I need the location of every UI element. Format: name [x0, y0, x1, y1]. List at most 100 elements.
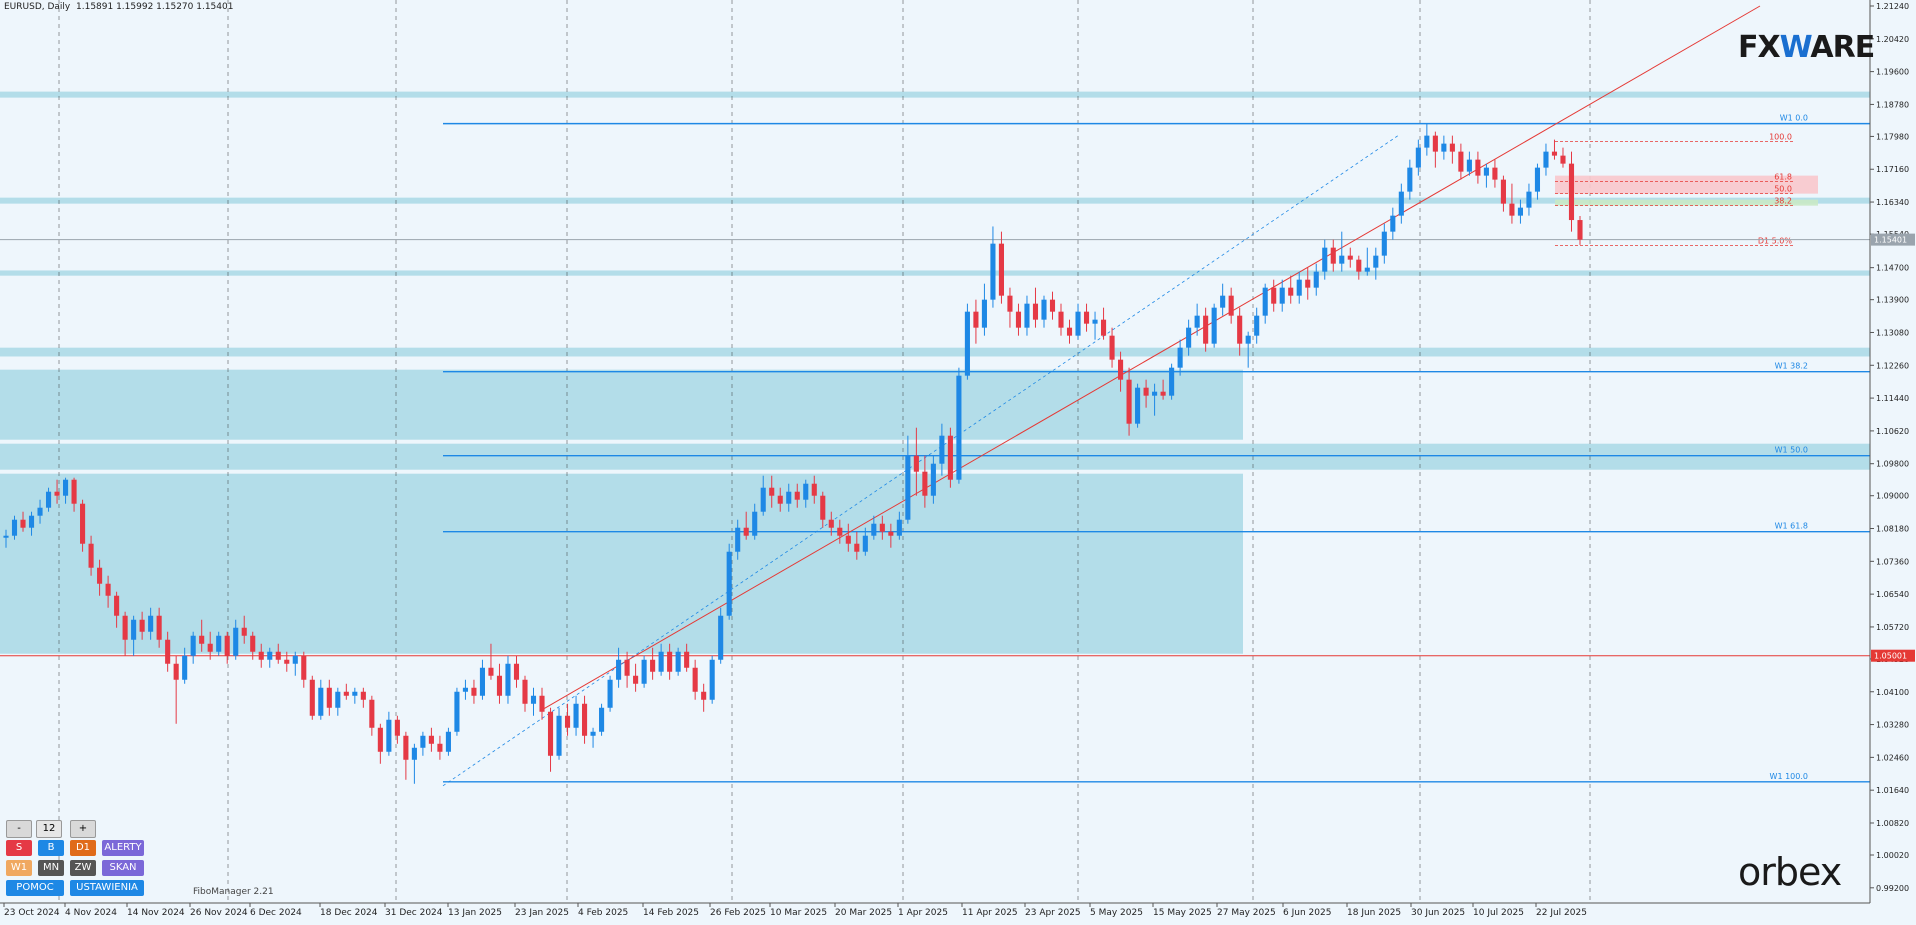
price-tick-label: 1.16340: [1876, 198, 1909, 207]
time-tick-label: 14 Nov 2024: [127, 908, 185, 918]
candle-body: [1279, 287, 1285, 304]
candle-body: [777, 495, 783, 504]
time-tick-label: 27 May 2025: [1217, 908, 1276, 918]
candle-body: [224, 635, 230, 656]
candle-body: [1271, 287, 1277, 304]
candle-body: [20, 519, 26, 528]
candle-body: [369, 699, 375, 728]
time-tick-label: 31 Dec 2024: [385, 908, 443, 918]
candle-body: [1211, 307, 1217, 344]
alerty-button[interactable]: ALERTY: [102, 840, 144, 856]
candle-body: [37, 507, 43, 516]
candle-body: [258, 651, 264, 660]
fibomanager-label: FiboManager 2.21: [193, 887, 274, 897]
candle-body: [1347, 255, 1353, 260]
candle-body: [1364, 267, 1370, 272]
candle-body: [820, 495, 826, 520]
candle-body: [199, 635, 205, 644]
price-tick-label: 1.21240: [1876, 2, 1909, 11]
candle-body: [1092, 319, 1098, 324]
candle-body: [701, 691, 707, 700]
candle-body: [837, 527, 843, 536]
candle-body: [1032, 303, 1039, 320]
candle-body: [990, 243, 996, 300]
time-tick-label: 13 Jan 2025: [448, 908, 502, 918]
candle-body: [981, 299, 987, 328]
candle-body: [207, 643, 213, 652]
candle-body: [71, 479, 77, 504]
fib-w1-label: W1 0.0: [1780, 114, 1808, 123]
price-tick-label: 1.13900: [1876, 296, 1909, 305]
candle-body: [250, 635, 256, 652]
skan-button[interactable]: SKAN: [102, 860, 144, 876]
fib-d1-label: 100.0: [1769, 133, 1792, 142]
candle-body: [684, 651, 690, 668]
candle-body: [1398, 191, 1404, 216]
d1-button[interactable]: D1: [70, 840, 96, 856]
candle-body: [139, 619, 145, 632]
time-tick-label: 6 Jun 2025: [1283, 908, 1331, 918]
price-tick-label: 0.99200: [1876, 884, 1909, 893]
candle-body: [667, 651, 673, 672]
candle-body: [173, 663, 179, 680]
candle-body: [1169, 367, 1175, 396]
candle-body: [1135, 387, 1141, 424]
price-tick-label: 1.00020: [1876, 851, 1909, 860]
pomoc-button[interactable]: POMOC: [6, 880, 64, 896]
candle-body: [301, 655, 307, 680]
candle-body: [726, 551, 732, 616]
candle-body: [547, 711, 554, 756]
candle-body: [803, 483, 809, 500]
candle-body: [998, 243, 1005, 296]
s-button[interactable]: S: [6, 840, 32, 856]
w1-button[interactable]: W1: [6, 860, 32, 876]
candle-body: [1288, 287, 1294, 296]
candle-body: [1526, 191, 1532, 208]
price-tick-label: 1.13080: [1876, 328, 1909, 337]
price-tick-label: 1.08180: [1876, 525, 1909, 534]
price-tick-label: 1.07360: [1876, 557, 1909, 566]
candle-body: [581, 703, 588, 736]
candle-body: [735, 527, 741, 552]
candle-body: [1381, 231, 1387, 256]
candle-body: [54, 491, 60, 496]
candle-body: [1415, 147, 1421, 168]
ustawienia-button[interactable]: USTAWIENIA: [70, 880, 144, 896]
candle-body: [607, 679, 613, 708]
candle-body: [335, 691, 341, 708]
price-tag-label: 1.05001: [1874, 652, 1907, 661]
d1-fib-zone-red: [1555, 175, 1818, 194]
candle-body: [947, 435, 953, 480]
candle-body: [743, 527, 749, 536]
price-tag: [1871, 233, 1915, 246]
price-tag: [1871, 649, 1915, 662]
mn-button[interactable]: MN: [38, 860, 64, 876]
zw-button[interactable]: ZW: [70, 860, 96, 876]
candle-body: [760, 487, 766, 512]
candle-body: [1475, 159, 1481, 176]
candle-body: [922, 471, 928, 496]
candle-body: [1517, 207, 1523, 216]
value-field[interactable]: 12: [36, 820, 62, 838]
time-tick-label: 11 Apr 2025: [962, 908, 1018, 918]
candle-body: [1339, 255, 1345, 264]
candle-body: [1432, 135, 1438, 152]
price-tick-label: 1.09000: [1876, 492, 1909, 501]
candle-body: [352, 691, 358, 696]
candle-body: [292, 655, 298, 664]
b-button[interactable]: B: [38, 840, 64, 856]
time-tick-label: 23 Apr 2025: [1025, 908, 1081, 918]
candle-body: [1441, 143, 1447, 152]
time-tick-label: 30 Jun 2025: [1411, 908, 1465, 918]
candle-body: [216, 635, 222, 652]
candle-body: [190, 635, 196, 656]
candle-body: [905, 455, 911, 520]
candle-body: [1449, 143, 1455, 152]
fib-d1-label: 38.2: [1774, 197, 1792, 206]
support-resistance-zone: [0, 369, 1243, 440]
fib-d1-label: 61.8: [1774, 173, 1792, 182]
plus-button[interactable]: +: [70, 820, 96, 838]
minus-button[interactable]: -: [6, 820, 32, 838]
time-tick-label: 15 May 2025: [1153, 908, 1212, 918]
